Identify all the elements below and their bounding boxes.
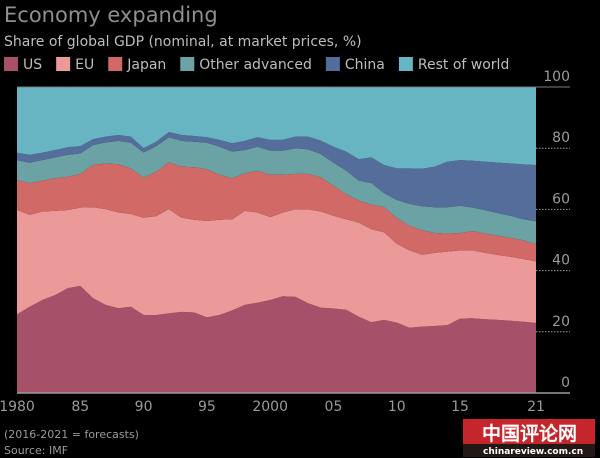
source-note: Source: IMF [4, 444, 68, 457]
area-japan [17, 162, 536, 262]
watermark-cn: 中国评论网 [482, 422, 577, 445]
legend-item: Other advanced [180, 57, 312, 73]
legend-item: Japan [108, 57, 166, 73]
legend-item: US [4, 57, 42, 73]
x-axis-ticks: 1980 85 90 95 2000 05 10 15 21 [0, 399, 545, 415]
x-tick-label: 2000 [252, 399, 288, 415]
x-tick-label: 95 [198, 399, 216, 415]
area-other-advanced [17, 137, 536, 244]
legend-item: Rest of world [398, 57, 509, 73]
x-tick-label: 85 [71, 399, 89, 415]
y-tick-label: 80 [552, 130, 570, 146]
chart-subtitle: Share of global GDP (nominal, at market … [4, 34, 362, 50]
y-axis-ticks: 0 20 40 60 80 100 [543, 69, 570, 391]
legend-swatch [108, 57, 123, 71]
area-china [17, 132, 536, 222]
y-tick-label: 0 [561, 375, 570, 391]
legend-swatch [325, 57, 340, 71]
legend-item: China [325, 57, 385, 73]
y-tick-label: 60 [552, 191, 570, 207]
y-tick-label: 100 [543, 69, 570, 85]
area-rest-of-world [17, 87, 536, 169]
legend-swatch [4, 57, 18, 71]
area-eu [17, 207, 536, 328]
legend-swatch [180, 57, 195, 71]
x-tick-label: 15 [451, 399, 469, 415]
area-series [17, 87, 536, 393]
watermark-logo: 中国评论网 chinareview.com.cn [463, 419, 595, 457]
legend-swatch [56, 57, 71, 71]
y-tick-label: 40 [552, 253, 570, 269]
watermark-url: chinareview.com.cn [483, 447, 583, 457]
legend-label: Rest of world [418, 57, 509, 73]
x-tick-label: 05 [325, 399, 343, 415]
x-tick-label: 90 [135, 399, 153, 415]
x-tick-label: 10 [388, 399, 406, 415]
legend-label: Japan [126, 57, 166, 73]
legend-swatch [398, 57, 413, 71]
legend-label: China [345, 57, 385, 73]
forecast-note: (2016-2021 = forecasts) [4, 428, 139, 441]
legend-label: US [23, 57, 42, 73]
watermark-band [463, 444, 595, 457]
x-tick-label: 1980 [0, 399, 35, 415]
legend-item: EU [56, 57, 94, 73]
legend: US EU Japan Other advanced China Rest of worl… [4, 57, 509, 73]
y-tick-label: 20 [552, 314, 570, 330]
legend-label: EU [75, 57, 94, 73]
gridlines [536, 147, 570, 333]
legend-label: Other advanced [199, 57, 312, 73]
axes [17, 86, 570, 394]
area-us [17, 285, 536, 393]
x-tick-label: 21 [527, 399, 545, 415]
chart-title: Economy expanding [4, 3, 218, 27]
